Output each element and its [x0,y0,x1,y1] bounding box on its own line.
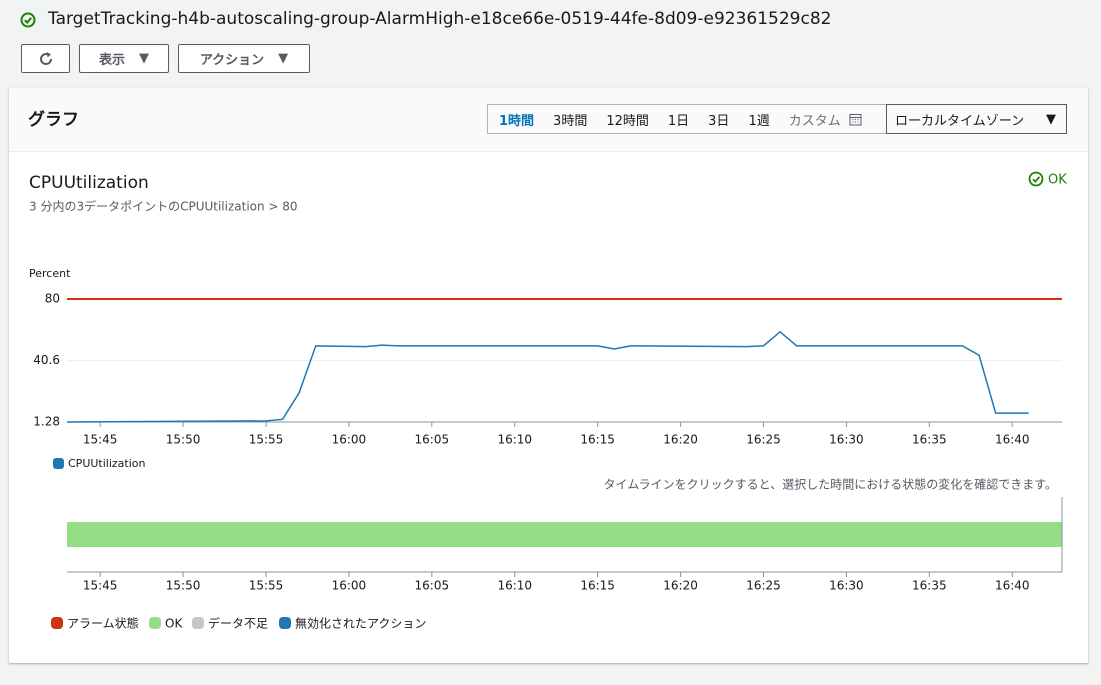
view-button[interactable]: 表示 ▼ [79,44,169,73]
refresh-button[interactable] [21,44,70,73]
range-option[interactable]: 3日 [708,113,730,129]
range-option[interactable]: 12時間 [606,113,649,129]
range-option[interactable]: 1時間 [499,113,535,129]
button-label: アクション [199,53,265,68]
panel-header: グラフ 1時間 3時間 12時間 1日 3日 1週 カスタム ローカルタイムゾーン ▼ [9,88,1088,152]
range-option[interactable]: 3時間 [553,113,588,129]
calendar-icon[interactable] [849,112,862,127]
alarm-title: TargetTracking-h4b-autoscaling-group-Ala… [48,9,832,29]
range-selector: 1時間 3時間 12時間 1日 3日 1週 カスタム [487,104,887,134]
timezone-label: ローカルタイムゾーン [895,113,1025,129]
button-label: 表示 [98,53,125,68]
status-icon [20,12,36,28]
timezone-dropdown[interactable]: ローカルタイムゾーン ▼ [886,104,1067,134]
range-option[interactable]: 1週 [748,113,770,129]
panel-title: グラフ [28,110,79,130]
range-option[interactable]: 1日 [667,113,690,129]
graph-panel: グラフ 1時間 3時間 12時間 1日 3日 1週 カスタム ローカルタイムゾーン ▼ [9,88,1088,663]
actions-button[interactable]: アクション ▼ [178,44,310,73]
range-option[interactable]: カスタム [788,113,841,129]
